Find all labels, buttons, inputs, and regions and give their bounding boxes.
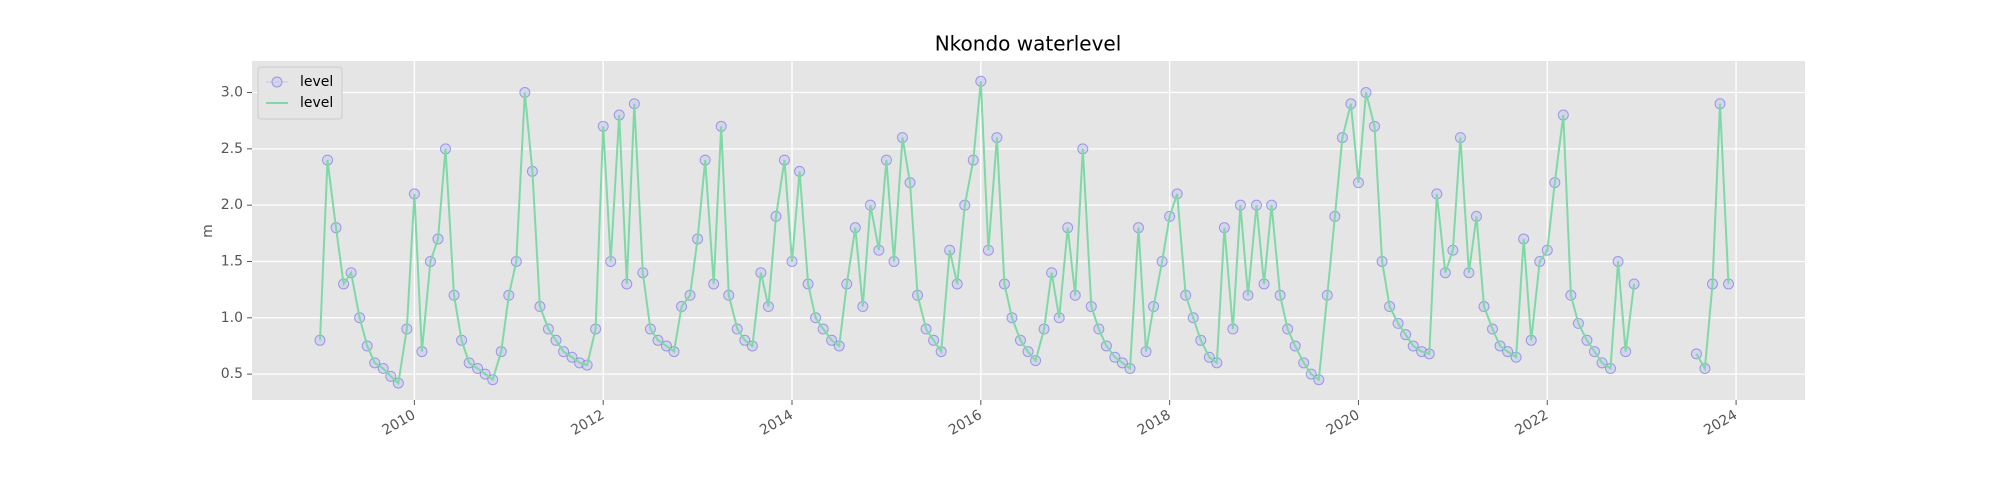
y-tick-label: 2.0 (221, 197, 243, 213)
x-tick-label: 2020 (1324, 407, 1363, 439)
x-tick-label: 2024 (1701, 407, 1740, 439)
y-tick-label: 2.5 (221, 141, 243, 157)
x-tick-label: 2018 (1135, 407, 1174, 439)
x-tick-label: 2012 (568, 407, 607, 439)
legend-swatch (271, 76, 283, 88)
x-tick-label: 2022 (1512, 407, 1551, 439)
x-tick-label: 2016 (946, 407, 985, 439)
legend-label: level (300, 74, 333, 90)
level-line (319, 81, 1730, 386)
plot-area (252, 61, 1805, 400)
y-tick-label: 3.0 (221, 85, 243, 101)
legend-label: level (300, 95, 333, 111)
y-tick-label: 1.5 (221, 253, 243, 269)
y-tick-label: 1.0 (221, 310, 243, 326)
chart-title: Nkondo waterlevel (935, 32, 1122, 56)
x-tick-label: 2010 (380, 407, 419, 439)
y-axis-label: m (200, 224, 216, 238)
x-tick-label: 2014 (757, 407, 796, 439)
y-tick-label: 0.5 (221, 366, 243, 382)
